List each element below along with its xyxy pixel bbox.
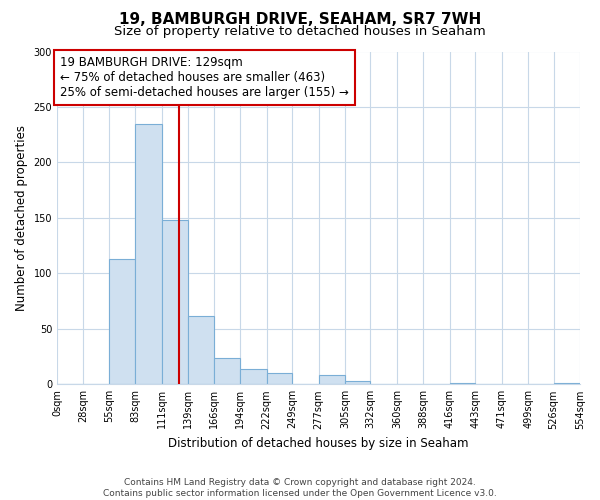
Text: 19 BAMBURGH DRIVE: 129sqm
← 75% of detached houses are smaller (463)
25% of semi: 19 BAMBURGH DRIVE: 129sqm ← 75% of detac… — [60, 56, 349, 99]
Bar — [554, 383, 580, 384]
Bar — [345, 381, 370, 384]
Bar — [162, 220, 188, 384]
Bar — [266, 373, 292, 384]
Bar — [319, 376, 345, 384]
Bar — [214, 358, 240, 384]
Text: Contains HM Land Registry data © Crown copyright and database right 2024.
Contai: Contains HM Land Registry data © Crown c… — [103, 478, 497, 498]
Bar — [450, 383, 475, 384]
Text: Size of property relative to detached houses in Seaham: Size of property relative to detached ho… — [114, 25, 486, 38]
Text: 19, BAMBURGH DRIVE, SEAHAM, SR7 7WH: 19, BAMBURGH DRIVE, SEAHAM, SR7 7WH — [119, 12, 481, 28]
X-axis label: Distribution of detached houses by size in Seaham: Distribution of detached houses by size … — [168, 437, 469, 450]
Bar — [240, 369, 266, 384]
Y-axis label: Number of detached properties: Number of detached properties — [15, 125, 28, 311]
Bar — [109, 259, 136, 384]
Bar — [136, 124, 162, 384]
Bar — [188, 316, 214, 384]
